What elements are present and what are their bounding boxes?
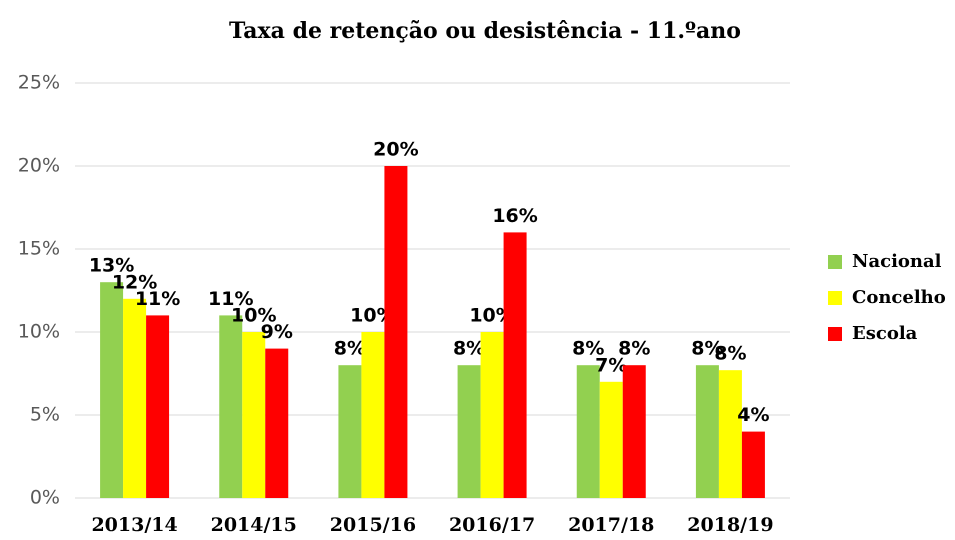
bar (265, 348, 289, 498)
data-label: 8% (453, 338, 485, 360)
data-label: 7% (595, 354, 627, 376)
y-tick-label: 25% (18, 72, 60, 94)
x-tick-label: 2016/17 (449, 514, 535, 536)
data-label: 10% (469, 305, 514, 327)
x-tick-label: 2014/15 (211, 514, 297, 536)
legend-swatch (828, 291, 842, 305)
y-tick-label: 10% (18, 321, 60, 343)
data-label: 8% (714, 343, 746, 365)
bar (123, 298, 147, 498)
y-tick-label: 20% (18, 155, 60, 177)
bar (100, 282, 124, 498)
x-tick-label: 2018/19 (687, 514, 773, 536)
chart-title: Taxa de retenção ou desistência - 11.ºan… (229, 18, 741, 44)
y-tick-label: 0% (30, 487, 60, 509)
data-label: 9% (261, 321, 293, 343)
bar (146, 315, 170, 498)
bar (219, 315, 243, 498)
data-label: 4% (737, 404, 769, 426)
legend-label: Concelho (852, 287, 946, 308)
bar (361, 332, 385, 498)
data-label: 12% (112, 271, 157, 293)
y-tick-label: 5% (30, 404, 60, 426)
legend-label: Escola (852, 323, 918, 344)
data-label: 13% (89, 255, 134, 277)
legend-label: Nacional (852, 251, 942, 272)
bar (695, 365, 719, 498)
data-label: 10% (231, 305, 276, 327)
legend-swatch (828, 255, 842, 269)
data-label: 8% (691, 338, 723, 360)
bar (576, 365, 600, 498)
data-label: 8% (334, 338, 366, 360)
bar (599, 381, 623, 498)
bar (457, 365, 481, 498)
bar (503, 232, 527, 498)
data-label: 11% (208, 288, 253, 310)
data-label: 20% (373, 139, 418, 161)
data-label: 16% (492, 205, 537, 227)
bar (718, 370, 742, 498)
data-label: 10% (350, 305, 395, 327)
data-label: 11% (135, 288, 180, 310)
bar (741, 431, 765, 498)
bar (480, 332, 504, 498)
y-tick-label: 15% (18, 238, 60, 260)
legend-swatch (828, 327, 842, 341)
x-tick-label: 2015/16 (330, 514, 416, 536)
data-label: 8% (572, 338, 604, 360)
bar (338, 365, 362, 498)
x-tick-label: 2013/14 (91, 514, 177, 536)
data-label: 8% (618, 338, 650, 360)
x-tick-label: 2017/18 (568, 514, 654, 536)
bar (384, 166, 408, 498)
bar (242, 332, 266, 498)
bar (622, 365, 646, 498)
